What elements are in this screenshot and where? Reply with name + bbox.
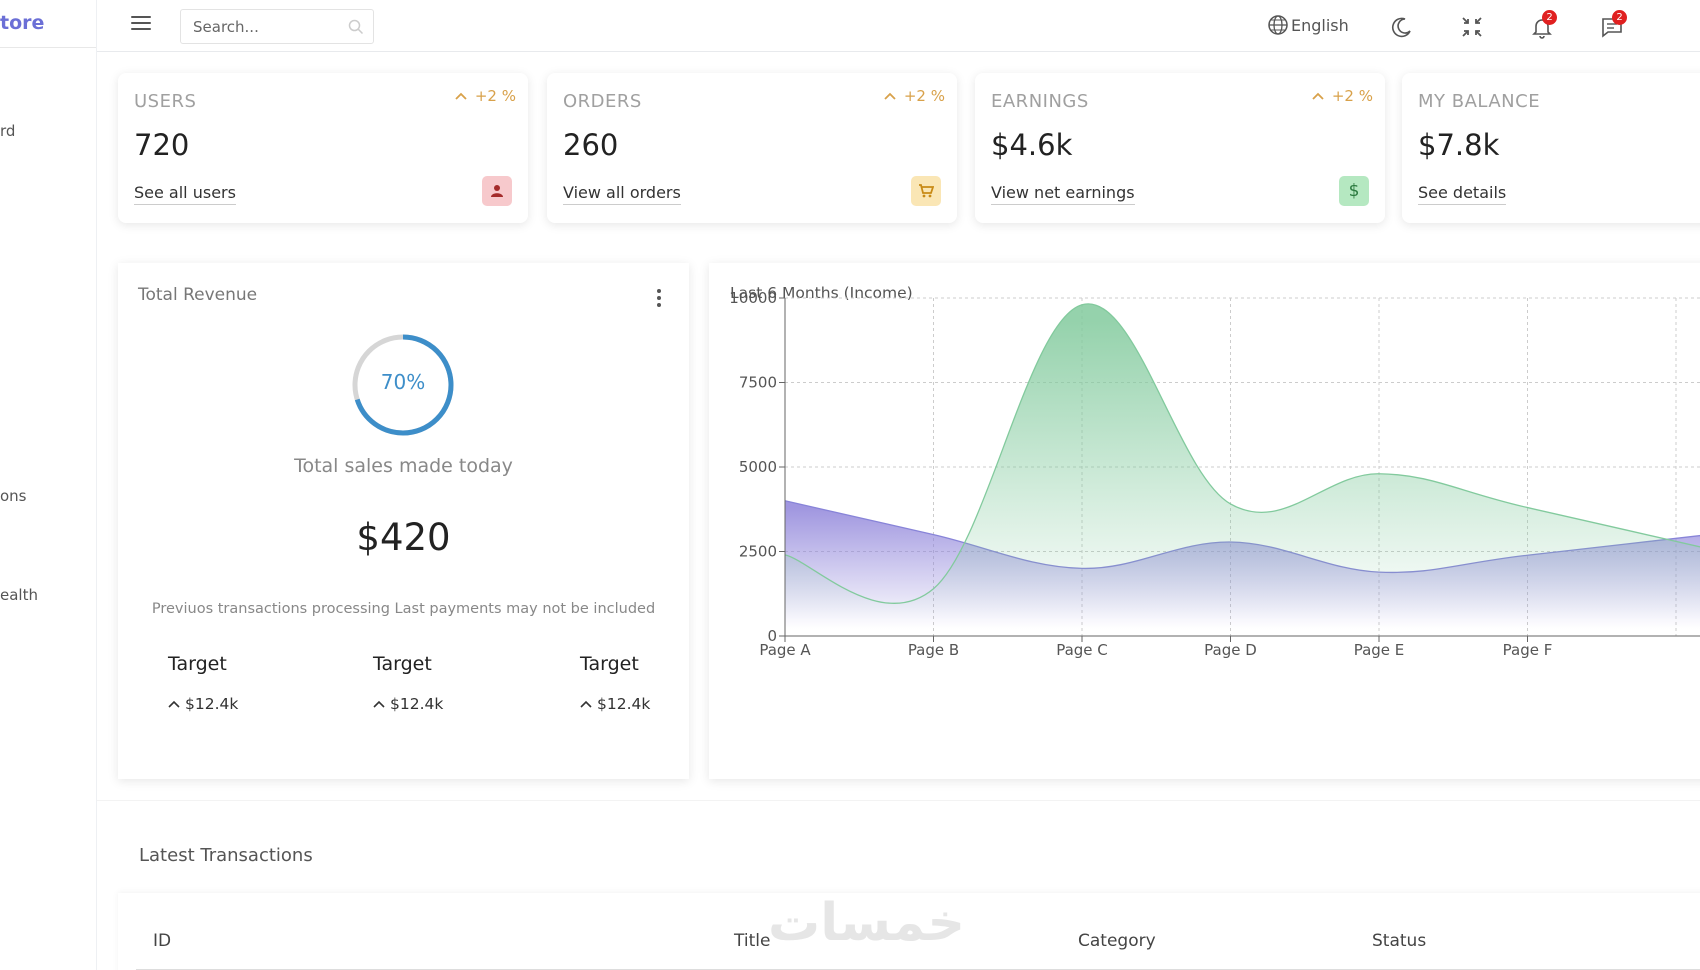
- y-tick-label: 0: [767, 627, 777, 645]
- widget-value: $4.6k: [991, 128, 1073, 162]
- widget-value: 260: [563, 128, 619, 162]
- target-value: $12.4k: [168, 695, 298, 713]
- logo[interactable]: tore: [0, 8, 96, 48]
- widget-earnings: EARNINGS $4.6k View net earnings +2 % $: [975, 73, 1385, 223]
- dark-mode-icon[interactable]: [1389, 14, 1415, 40]
- sidebar-item-notifications[interactable]: ons: [0, 487, 27, 505]
- widget-title: ORDERS: [563, 91, 642, 112]
- logo-text: tore: [0, 12, 45, 34]
- column-header-id[interactable]: ID: [153, 931, 172, 951]
- chevron-up-icon: [580, 700, 592, 708]
- widget-title: EARNINGS: [991, 91, 1089, 112]
- y-tick-label: 2500: [739, 543, 777, 561]
- target-value: $12.4k: [580, 695, 710, 713]
- area-chart: 0 2500 5000 7500 10000 Page A Page B Page C Page…: [729, 289, 1700, 659]
- messages-badge: 2: [1612, 10, 1627, 25]
- widget-title: MY BALANCE: [1418, 91, 1541, 112]
- language-selector[interactable]: English: [1267, 14, 1349, 36]
- chevron-up-icon: [455, 92, 467, 100]
- dollar-icon: $: [1339, 176, 1369, 206]
- revenue-note: Previuos transactions processing Last pa…: [151, 601, 656, 617]
- column-header-title[interactable]: Title: [734, 931, 771, 951]
- y-tick-label: 10000: [729, 289, 777, 307]
- progress-ring: 70%: [350, 332, 456, 438]
- x-tick-label: Page A: [759, 641, 811, 659]
- widget-title: USERS: [134, 91, 197, 112]
- column-header-category[interactable]: Category: [1078, 931, 1156, 951]
- notifications-badge: 2: [1542, 10, 1557, 25]
- widget-percentage: +2 %: [1312, 87, 1373, 105]
- revenue-subtitle: Total sales made today: [294, 455, 513, 477]
- revenue-title: Total Revenue: [138, 285, 258, 305]
- globe-icon: [1268, 15, 1288, 35]
- chevron-up-icon: [373, 700, 385, 708]
- fullscreen-exit-icon[interactable]: [1459, 14, 1485, 40]
- view-all-orders-link[interactable]: View all orders: [563, 183, 681, 205]
- transactions-title: Latest Transactions: [139, 845, 313, 866]
- chevron-up-icon: [168, 700, 180, 708]
- see-all-users-link[interactable]: See all users: [134, 183, 236, 205]
- x-tick-label: Page B: [908, 641, 959, 659]
- widget-value: $7.8k: [1418, 128, 1500, 162]
- total-revenue-card: Total Revenue 70% Total sales made today…: [118, 263, 689, 779]
- target-label: Target: [373, 653, 432, 675]
- progress-label: 70%: [380, 370, 426, 394]
- revenue-amount: $420: [356, 516, 451, 559]
- sidebar-item-system-health[interactable]: ealth: [0, 586, 38, 604]
- target-item: Target $12.4k: [580, 653, 710, 713]
- x-tick-label: Page E: [1354, 641, 1405, 659]
- chevron-up-icon: [1312, 92, 1324, 100]
- chart-title: Last 6 Months (Income): [730, 284, 913, 302]
- language-label: English: [1291, 15, 1349, 35]
- target-item: Target $12.4k: [168, 653, 298, 713]
- widget-percentage: +2 %: [884, 87, 945, 105]
- target-item: Target $12.4k: [373, 653, 503, 713]
- y-tick-label: 5000: [739, 458, 777, 476]
- x-tick-label: Page D: [1204, 641, 1257, 659]
- widget-balance: MY BALANCE $7.8k See details: [1402, 73, 1700, 223]
- area-series-green-fill: [785, 303, 1700, 636]
- sidebar: tore rd ons ealth: [0, 0, 97, 970]
- latest-transactions: Latest Transactions خمسات ID Title Categ…: [97, 800, 1700, 970]
- cart-icon: [911, 176, 941, 206]
- widget-value: 720: [134, 128, 190, 162]
- target-label: Target: [580, 653, 639, 675]
- search-icon[interactable]: [347, 18, 365, 36]
- transactions-table: خمسات ID Title Category Status: [118, 893, 1700, 970]
- messages-icon[interactable]: 2: [1599, 10, 1627, 40]
- search-input[interactable]: [193, 16, 343, 38]
- menu-icon[interactable]: [131, 16, 151, 34]
- watermark-text: خمسات: [768, 893, 966, 953]
- person-icon: [482, 176, 512, 206]
- chevron-up-icon: [884, 92, 896, 100]
- x-tick-label: Page F: [1503, 641, 1553, 659]
- search-box: [180, 9, 374, 44]
- more-vertical-icon[interactable]: [657, 289, 663, 309]
- widget-percentage: +2 %: [455, 87, 516, 105]
- view-net-earnings-link[interactable]: View net earnings: [991, 183, 1135, 205]
- y-tick-label: 7500: [739, 374, 777, 392]
- widget-users: USERS 720 See all users +2 %: [118, 73, 528, 223]
- sidebar-item-dashboard[interactable]: rd: [0, 122, 16, 140]
- income-chart-card: Last 6 Months (Income) 0 2500 5000 7500 1000…: [709, 263, 1700, 779]
- x-tick-label: Page C: [1056, 641, 1108, 659]
- topbar: English 2 2: [97, 0, 1700, 52]
- target-value: $12.4k: [373, 695, 503, 713]
- widget-orders: ORDERS 260 View all orders +2 %: [547, 73, 957, 223]
- notifications-icon[interactable]: 2: [1529, 10, 1557, 40]
- target-label: Target: [168, 653, 227, 675]
- see-details-link[interactable]: See details: [1418, 183, 1507, 205]
- column-header-status[interactable]: Status: [1372, 931, 1427, 951]
